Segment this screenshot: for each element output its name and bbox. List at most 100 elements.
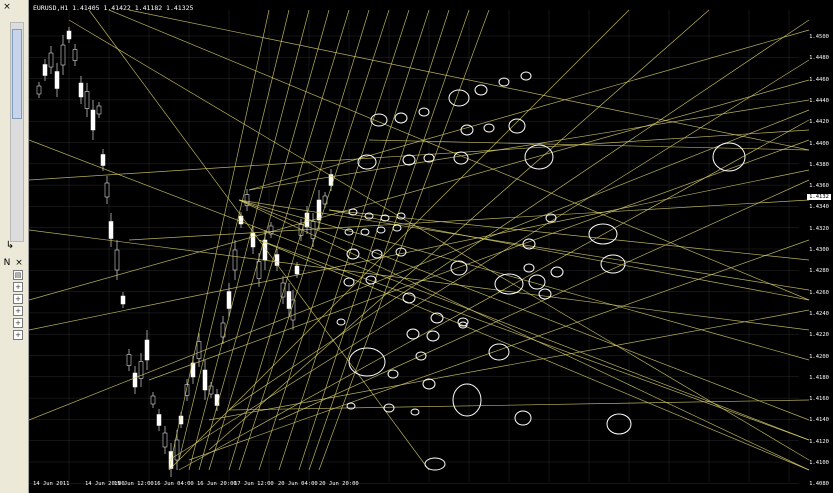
hand-drawn-circle-annotation <box>383 403 395 413</box>
trend-line <box>178 119 810 471</box>
candle-body <box>290 299 296 321</box>
trend-line <box>208 9 350 471</box>
hand-drawn-circle-annotation <box>450 260 468 276</box>
hand-drawn-circle-annotation <box>514 410 532 426</box>
hand-drawn-circle-annotation <box>380 214 390 222</box>
candle-body <box>316 199 322 221</box>
hand-drawn-circle-annotation <box>402 154 416 166</box>
hand-drawn-circle-annotation <box>523 263 535 273</box>
price-tick-label: 1.4100 <box>809 460 829 466</box>
candle-body <box>144 339 150 361</box>
hand-drawn-circle-annotation <box>520 71 532 81</box>
chart-canvas[interactable] <box>29 0 833 493</box>
candle-body <box>250 232 256 248</box>
hand-drawn-circle-annotation <box>458 321 468 329</box>
hand-drawn-circle-annotation <box>452 383 482 417</box>
trend-line <box>318 9 490 471</box>
hand-drawn-circle-annotation <box>371 249 383 259</box>
tree-expand-icon[interactable]: + <box>13 282 23 292</box>
price-chart[interactable]: EURUSD,H1 1.41405 1.41422 1.41182 1.4132… <box>29 0 833 493</box>
candle-body <box>294 265 300 275</box>
trend-line <box>238 199 810 361</box>
candle-body <box>72 49 78 61</box>
trend-line <box>278 179 810 421</box>
hand-drawn-circle-annotation <box>545 213 557 223</box>
price-tick-label: 1.4220 <box>809 332 829 339</box>
trend-line <box>208 9 710 451</box>
hand-drawn-circle-annotation <box>387 369 399 379</box>
hand-drawn-circle-annotation <box>392 224 402 232</box>
tree-expand-icon[interactable]: + <box>13 318 23 328</box>
trend-line <box>108 9 810 301</box>
candle-body <box>196 341 202 359</box>
hand-drawn-circle-annotation <box>494 273 524 295</box>
hand-drawn-circle-annotation <box>426 330 440 342</box>
hand-drawn-circle-annotation <box>422 378 436 390</box>
current-price-label: 1.4132 <box>807 194 831 200</box>
hand-drawn-circle-annotation <box>424 457 446 471</box>
trend-line <box>368 139 810 151</box>
left-panel: × ↳ N × ▤ + + + + + <box>0 0 29 493</box>
trend-line <box>308 9 470 471</box>
trend-line <box>168 59 810 461</box>
price-tick-label: 1.4440 <box>809 97 829 104</box>
candle-body <box>54 71 60 89</box>
hand-drawn-circle-annotation <box>498 77 510 87</box>
hand-drawn-circle-annotation <box>402 292 416 304</box>
candle-body <box>120 295 126 305</box>
hand-drawn-circle-annotation <box>528 274 546 290</box>
candle-body <box>232 249 238 271</box>
tree-expand-icon[interactable]: + <box>13 294 23 304</box>
scrollbar-thumb[interactable] <box>12 29 22 119</box>
hand-drawn-circle-annotation <box>344 228 354 236</box>
hand-drawn-circle-annotation <box>508 118 526 134</box>
trend-line <box>188 239 810 461</box>
trend-line <box>29 129 810 181</box>
hand-drawn-circle-annotation <box>365 275 377 285</box>
price-tick-label: 1.4160 <box>809 396 829 403</box>
price-tick-label: 1.4200 <box>809 353 829 360</box>
tree-root-icon[interactable]: ▤ <box>13 270 23 280</box>
trend-line <box>238 199 810 421</box>
hand-drawn-circle-annotation <box>550 266 564 278</box>
hand-drawn-circle-annotation <box>538 288 552 300</box>
navigator-panel: N × ▤ + + + + + <box>0 258 28 348</box>
candle-body <box>310 221 316 239</box>
trend-line <box>328 209 810 261</box>
price-tick-label: 1.4300 <box>809 247 829 253</box>
hand-drawn-circle-annotation <box>524 144 554 170</box>
candle-body <box>304 212 310 228</box>
hand-drawn-circle-annotation <box>348 347 386 377</box>
close-icon[interactable]: × <box>15 258 23 268</box>
candle-body <box>220 322 226 338</box>
candle-body <box>90 109 96 131</box>
time-tick-label: 14 Jun 20:00 <box>85 481 125 487</box>
hand-drawn-circle-annotation <box>712 142 746 172</box>
hand-drawn-circle-annotation <box>396 212 406 220</box>
price-tick-label: 1.4460 <box>809 76 829 83</box>
tree-expand-icon[interactable]: + <box>13 306 23 316</box>
hand-drawn-circle-annotation <box>394 112 408 124</box>
candle-body <box>42 64 48 76</box>
hand-drawn-circle-annotation <box>453 151 469 165</box>
candle-body <box>60 44 66 66</box>
hand-drawn-circle-annotation <box>430 312 444 324</box>
trend-line <box>148 139 810 381</box>
vertical-scrollbar[interactable] <box>10 22 24 242</box>
symbol-info: EURUSD,H1 1.41405 1.41422 1.41182 1.4132… <box>33 4 194 12</box>
tree-expand-icon[interactable]: + <box>13 330 23 340</box>
resize-handle-icon[interactable]: ↳ <box>5 240 15 251</box>
trend-line <box>29 79 810 301</box>
candle-body <box>104 182 110 198</box>
price-tick-label: 1.4180 <box>809 374 829 381</box>
candle-body <box>138 361 144 379</box>
hand-drawn-circle-annotation <box>423 153 435 163</box>
trend-line <box>29 169 810 331</box>
trend-line <box>68 19 810 461</box>
trend-line <box>258 239 810 441</box>
candle-body <box>156 414 162 426</box>
time-tick-label: 16 Jun 04:00 <box>154 481 194 487</box>
price-tick-label: 1.4480 <box>809 55 829 62</box>
hand-drawn-circle-annotation <box>364 212 374 220</box>
close-icon[interactable]: × <box>3 2 11 12</box>
